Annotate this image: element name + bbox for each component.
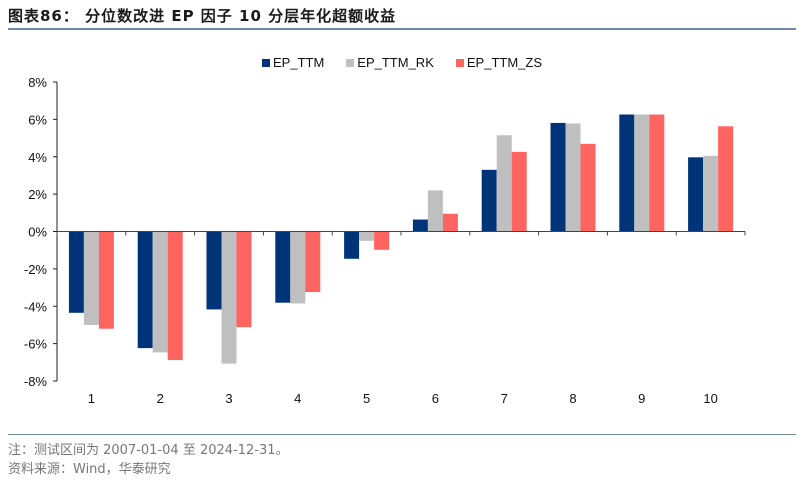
bar-ep-ttm-zs-1 [98, 231, 114, 329]
y-tick-label: 2% [28, 187, 47, 202]
y-tick-label: 0% [28, 225, 47, 240]
legend-swatch-ep-ttm-rk [346, 58, 355, 67]
bar-ep-ttm-3 [206, 231, 222, 310]
bar-ep-ttm-10 [688, 157, 704, 232]
source-note: 资料来源：Wind，华泰研究 [8, 462, 171, 477]
bar-ep-ttm-9 [619, 114, 635, 232]
bar-ep-ttm-7 [481, 169, 497, 232]
axes-group: 8% 6% 4% 2% 0% -2% -4% -6% -8% 1 2 3 4 5 6 7 8 9 10 [24, 75, 746, 406]
y-tick-label: 4% [28, 150, 47, 165]
x-tick-label: 7 [501, 391, 508, 406]
x-tick-label: 2 [157, 391, 164, 406]
y-tick-label: 8% [28, 75, 47, 90]
bar-ep-ttm-rk-2 [152, 231, 168, 353]
bar-ep-ttm-zs-8 [580, 143, 596, 232]
bar-ep-ttm-4 [275, 231, 291, 303]
y-tick-label: -4% [24, 299, 48, 314]
x-tick-label: 8 [569, 391, 576, 406]
bar-ep-ttm-zs-10 [718, 126, 734, 232]
bar-ep-ttm-8 [550, 122, 566, 232]
bar-ep-ttm-rk-5 [359, 231, 375, 241]
legend: EP_TTM EP_TTM_RK EP_TTM_ZS [262, 55, 542, 70]
legend-label-ep-ttm-zs: EP_TTM_ZS [466, 55, 542, 70]
y-tick-label: -8% [24, 374, 48, 389]
legend-label-ep-ttm: EP_TTM [273, 55, 325, 70]
footer-divider [8, 434, 796, 435]
bar-ep-ttm-zs-2 [167, 231, 183, 361]
y-tick-label: 6% [28, 112, 47, 127]
bar-ep-ttm-rk-3 [221, 231, 237, 364]
x-tick-label: 5 [363, 391, 370, 406]
footnote: 注：测试区间为 2007-01-04 至 2024-12-31。 [8, 443, 289, 458]
x-tick-label: 1 [88, 391, 95, 406]
bar-ep-ttm-zs-5 [374, 231, 390, 250]
bar-ep-ttm-rk-7 [496, 135, 512, 232]
bar-ep-ttm-rk-10 [703, 155, 719, 232]
bar-ep-ttm-rk-8 [565, 123, 581, 232]
x-tick-label: 4 [294, 391, 301, 406]
x-tick-label: 9 [638, 391, 645, 406]
legend-item-ep-ttm-zs: EP_TTM_ZS [455, 55, 542, 70]
legend-item-ep-ttm: EP_TTM [262, 55, 324, 70]
bar-ep-ttm-zs-4 [305, 231, 321, 293]
y-tick-label: -2% [24, 262, 48, 277]
x-tick-label: 3 [225, 391, 232, 406]
bar-ep-ttm-zs-3 [236, 231, 252, 328]
legend-swatch-ep-ttm-zs [455, 58, 464, 67]
x-tick-label: 6 [432, 391, 439, 406]
bar-ep-ttm-zs-9 [649, 114, 665, 232]
y-tick-label: -6% [24, 337, 48, 352]
bar-ep-ttm-5 [344, 231, 360, 259]
bar-ep-ttm-rk-6 [427, 190, 443, 232]
legend-swatch-ep-ttm [262, 58, 270, 67]
bars-group [68, 114, 734, 364]
legend-item-ep-ttm-rk: EP_TTM_RK [346, 55, 434, 70]
bar-ep-ttm-rk-1 [83, 231, 99, 325]
title-divider [8, 28, 796, 30]
legend-label-ep-ttm-rk: EP_TTM_RK [357, 55, 434, 70]
bar-ep-ttm-rk-4 [290, 231, 306, 304]
bar-ep-ttm-1 [68, 231, 84, 313]
x-tick-label: 10 [703, 391, 717, 406]
bar-ep-ttm-rk-9 [634, 114, 650, 232]
chart-title: 图表86： 分位数改进 EP 因子 10 分层年化超额收益 [8, 7, 397, 25]
bar-ep-ttm-zs-6 [442, 213, 458, 232]
bar-ep-ttm-zs-7 [511, 151, 527, 232]
bar-ep-ttm-2 [137, 231, 153, 349]
bar-ep-ttm-6 [412, 219, 428, 232]
